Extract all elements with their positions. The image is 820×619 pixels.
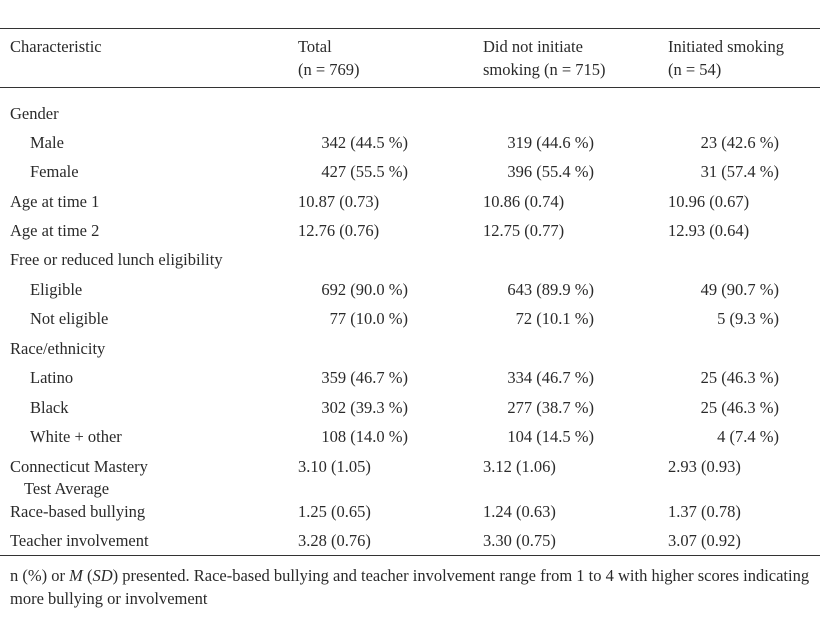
cell-male-not-init: 319 (44.6 %) bbox=[507, 133, 594, 152]
header-total-n: (n = 769) bbox=[298, 60, 360, 79]
cell-teacher-init: 3.07 (0.92) bbox=[668, 531, 741, 550]
cell-teacher-total: 3.28 (0.76) bbox=[298, 531, 371, 550]
cell-not-eligible-init: 5 (9.3 %) bbox=[717, 309, 779, 328]
cell-not-eligible-not-init: 72 (10.1 %) bbox=[515, 309, 594, 328]
row-label-female: Female bbox=[30, 162, 79, 181]
cell-black-total: 302 (39.3 %) bbox=[321, 398, 408, 417]
cell-age-t1-total: 10.87 (0.73) bbox=[298, 192, 380, 211]
cell-cmt-init: 2.93 (0.93) bbox=[668, 457, 741, 476]
cell-cmt-total: 3.10 (1.05) bbox=[298, 457, 371, 476]
row-label-eligible: Eligible bbox=[30, 280, 83, 299]
row-label-lunch: Free or reduced lunch eligibility bbox=[10, 250, 223, 269]
cell-white-other-not-init: 104 (14.5 %) bbox=[507, 427, 594, 446]
row-label-age-t2: Age at time 2 bbox=[10, 221, 100, 240]
row-label-race: Race/ethnicity bbox=[10, 339, 106, 358]
cell-eligible-not-init: 643 (89.9 %) bbox=[507, 280, 594, 299]
cell-teacher-not-init: 3.30 (0.75) bbox=[483, 531, 556, 550]
row-label-black: Black bbox=[30, 398, 69, 417]
cell-black-not-init: 277 (38.7 %) bbox=[507, 398, 594, 417]
footnote-sd: SD bbox=[92, 566, 113, 585]
cell-latino-not-init: 334 (46.7 %) bbox=[507, 368, 594, 387]
row-label-gender: Gender bbox=[10, 104, 59, 123]
footnote-m: M bbox=[69, 566, 83, 585]
table-top-rule bbox=[0, 28, 820, 29]
cell-age-t1-init: 10.96 (0.67) bbox=[668, 192, 750, 211]
cell-white-other-init: 4 (7.4 %) bbox=[717, 427, 779, 446]
cell-female-not-init: 396 (55.4 %) bbox=[507, 162, 594, 181]
footnote-part1: n (%) or bbox=[10, 566, 70, 585]
cell-female-init: 31 (57.4 %) bbox=[700, 162, 779, 181]
header-not-initiated-n: smoking (n = 715) bbox=[483, 60, 606, 79]
cell-cmt-not-init: 3.12 (1.06) bbox=[483, 457, 556, 476]
header-not-initiated: Did not initiate bbox=[483, 37, 583, 56]
header-rule bbox=[0, 87, 820, 88]
table-bottom-rule bbox=[0, 555, 820, 556]
footnote-part3: ) presented. Race-based bullying and tea… bbox=[10, 566, 810, 608]
cell-bullying-init: 1.37 (0.78) bbox=[668, 502, 741, 521]
row-label-teacher: Teacher involvement bbox=[10, 531, 149, 550]
cell-male-init: 23 (42.6 %) bbox=[700, 133, 779, 152]
cell-age-t1-not-init: 10.86 (0.74) bbox=[483, 192, 565, 211]
table-footnote: n (%) or M (SD) presented. Race-based bu… bbox=[10, 564, 815, 610]
cell-latino-total: 359 (46.7 %) bbox=[321, 368, 408, 387]
row-label-male: Male bbox=[30, 133, 64, 152]
cell-age-t2-total: 12.76 (0.76) bbox=[298, 221, 380, 240]
cell-age-t2-init: 12.93 (0.64) bbox=[668, 221, 750, 240]
row-label-cmt: Connecticut Mastery bbox=[10, 457, 148, 476]
row-label-cmt-line2: Test Average bbox=[24, 479, 110, 498]
header-initiated: Initiated smoking bbox=[668, 37, 784, 56]
cell-latino-init: 25 (46.3 %) bbox=[700, 368, 779, 387]
cell-black-init: 25 (46.3 %) bbox=[700, 398, 779, 417]
cell-bullying-total: 1.25 (0.65) bbox=[298, 502, 371, 521]
cell-male-total: 342 (44.5 %) bbox=[321, 133, 408, 152]
footnote-part2: ( bbox=[82, 566, 93, 585]
row-label-latino: Latino bbox=[30, 368, 74, 387]
row-label-not-eligible: Not eligible bbox=[30, 309, 109, 328]
row-label-white-other: White + other bbox=[30, 427, 122, 446]
header-total: Total bbox=[298, 37, 332, 56]
cell-female-total: 427 (55.5 %) bbox=[321, 162, 408, 181]
row-label-bullying: Race-based bullying bbox=[10, 502, 146, 521]
cell-age-t2-not-init: 12.75 (0.77) bbox=[483, 221, 565, 240]
cell-eligible-init: 49 (90.7 %) bbox=[700, 280, 779, 299]
cell-not-eligible-total: 77 (10.0 %) bbox=[329, 309, 408, 328]
cell-bullying-not-init: 1.24 (0.63) bbox=[483, 502, 556, 521]
header-characteristic: Characteristic bbox=[10, 37, 102, 56]
cell-eligible-total: 692 (90.0 %) bbox=[321, 280, 408, 299]
cell-white-other-total: 108 (14.0 %) bbox=[321, 427, 408, 446]
header-initiated-n: (n = 54) bbox=[668, 60, 722, 79]
row-label-age-t1: Age at time 1 bbox=[10, 192, 100, 211]
